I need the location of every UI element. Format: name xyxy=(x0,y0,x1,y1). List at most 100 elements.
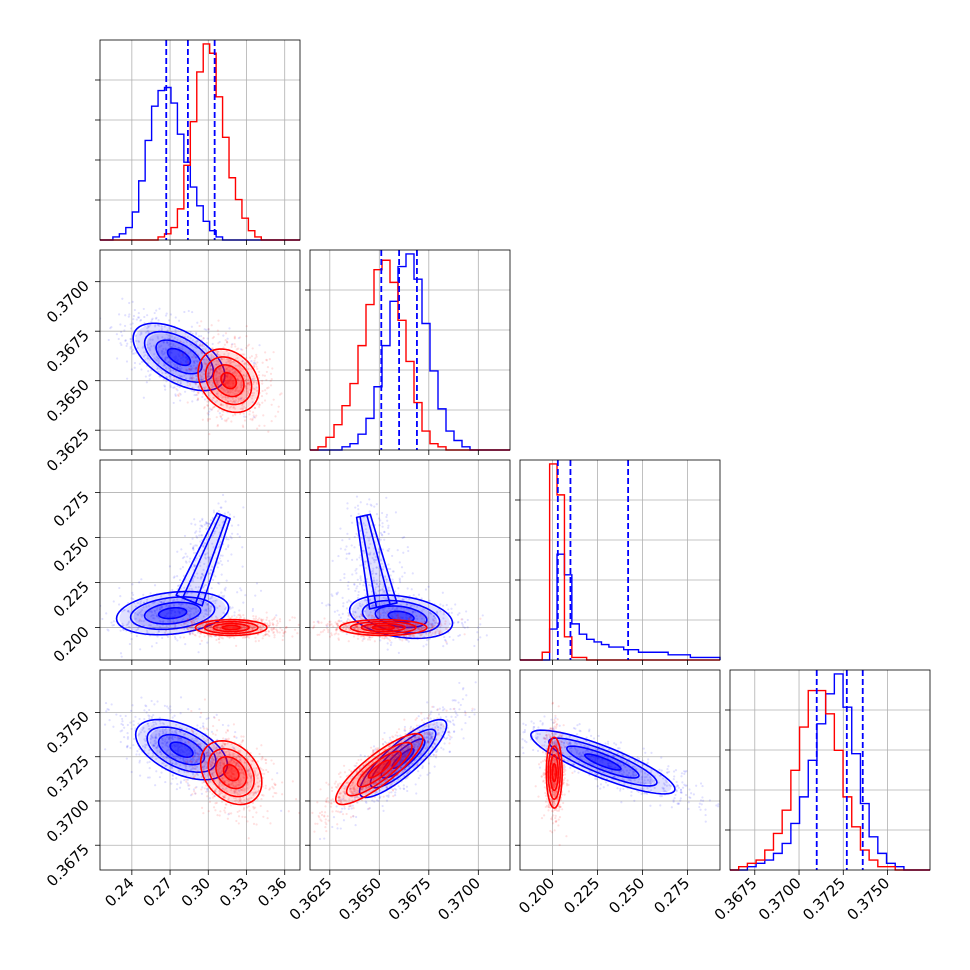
sample-point xyxy=(220,615,223,619)
sample-point xyxy=(207,331,210,334)
sample-point xyxy=(209,368,212,371)
sample-point xyxy=(211,385,214,388)
sample-point xyxy=(268,358,271,361)
sample-point xyxy=(167,736,171,739)
sample-point xyxy=(411,610,414,613)
sample-point xyxy=(251,401,254,404)
sample-point xyxy=(188,367,191,370)
sample-point xyxy=(256,633,259,636)
sample-point xyxy=(177,622,180,625)
sample-point xyxy=(155,723,158,726)
sample-point xyxy=(194,751,197,754)
sample-point xyxy=(263,424,266,427)
sample-point xyxy=(373,608,376,612)
sample-point xyxy=(223,343,227,346)
sample-point xyxy=(126,746,129,749)
sample-point xyxy=(206,750,209,753)
sample-point xyxy=(129,338,133,341)
sample-point xyxy=(231,380,234,383)
sample-point xyxy=(136,601,140,605)
sample-point xyxy=(231,606,234,609)
sample-point xyxy=(428,599,431,602)
sample-point xyxy=(82,600,84,602)
sample-point xyxy=(379,582,382,586)
sample-point xyxy=(238,609,241,612)
sample-point xyxy=(226,381,229,384)
sample-point xyxy=(174,611,177,614)
sample-point xyxy=(160,601,163,604)
sample-point xyxy=(189,758,192,761)
sample-point xyxy=(198,625,201,628)
sample-point xyxy=(190,356,194,359)
sample-point xyxy=(206,412,209,415)
sample-point xyxy=(210,604,213,607)
sample-point xyxy=(110,703,113,706)
sample-point xyxy=(205,521,208,524)
sample-point xyxy=(179,382,182,385)
sample-point xyxy=(251,607,255,611)
sample-point xyxy=(227,381,230,384)
sample-point xyxy=(219,771,223,774)
sample-point xyxy=(245,346,248,350)
sample-point xyxy=(275,614,278,617)
sample-point xyxy=(201,624,205,627)
sample-point xyxy=(216,616,219,620)
sample-point xyxy=(215,625,219,628)
sample-point xyxy=(188,382,191,385)
sample-point xyxy=(397,593,400,596)
sample-point xyxy=(237,337,241,340)
contour-blue xyxy=(166,347,192,367)
sample-point xyxy=(369,611,372,614)
sample-point xyxy=(192,629,195,633)
sample-point xyxy=(197,586,200,589)
sample-point xyxy=(188,633,192,636)
sample-point xyxy=(141,346,144,349)
sample-point xyxy=(200,593,203,596)
sample-point xyxy=(236,533,239,536)
sample-point xyxy=(164,348,168,351)
sample-point xyxy=(179,737,182,740)
sample-point xyxy=(216,423,219,427)
sample-point xyxy=(158,776,162,779)
sample-point xyxy=(187,606,190,609)
sample-point xyxy=(142,351,146,354)
sample-point xyxy=(205,717,208,720)
sample-point xyxy=(203,405,206,409)
sample-point xyxy=(186,760,189,763)
sample-point xyxy=(226,375,229,378)
sample-point xyxy=(245,394,249,397)
sample-point xyxy=(157,357,160,361)
sample-point xyxy=(383,636,387,639)
sample-point xyxy=(201,344,204,347)
sample-point xyxy=(316,620,319,623)
sample-point xyxy=(363,560,367,563)
sample-point xyxy=(246,344,249,347)
sample-point xyxy=(236,356,239,360)
sample-point xyxy=(161,353,164,356)
sample-point xyxy=(153,744,156,747)
sample-point xyxy=(218,764,222,767)
sample-point xyxy=(378,517,381,520)
sample-point xyxy=(140,332,143,335)
sample-point xyxy=(368,625,371,628)
sample-point xyxy=(182,622,186,626)
sample-point xyxy=(162,732,165,735)
density-fill-blue xyxy=(158,607,187,619)
sample-point xyxy=(193,633,196,636)
hist-red xyxy=(520,463,720,661)
contour-arm-blue xyxy=(181,513,228,604)
sample-point xyxy=(385,615,388,618)
sample-point xyxy=(147,604,151,608)
sample-point xyxy=(152,614,155,617)
sample-point xyxy=(173,336,176,340)
sample-point xyxy=(359,605,363,608)
sample-point xyxy=(320,621,323,624)
sample-point xyxy=(140,619,143,623)
sample-point xyxy=(161,636,164,640)
sample-point xyxy=(376,626,380,629)
sample-point xyxy=(353,627,356,630)
sample-point xyxy=(370,636,373,639)
sample-point xyxy=(217,350,220,353)
sample-point xyxy=(432,614,436,618)
